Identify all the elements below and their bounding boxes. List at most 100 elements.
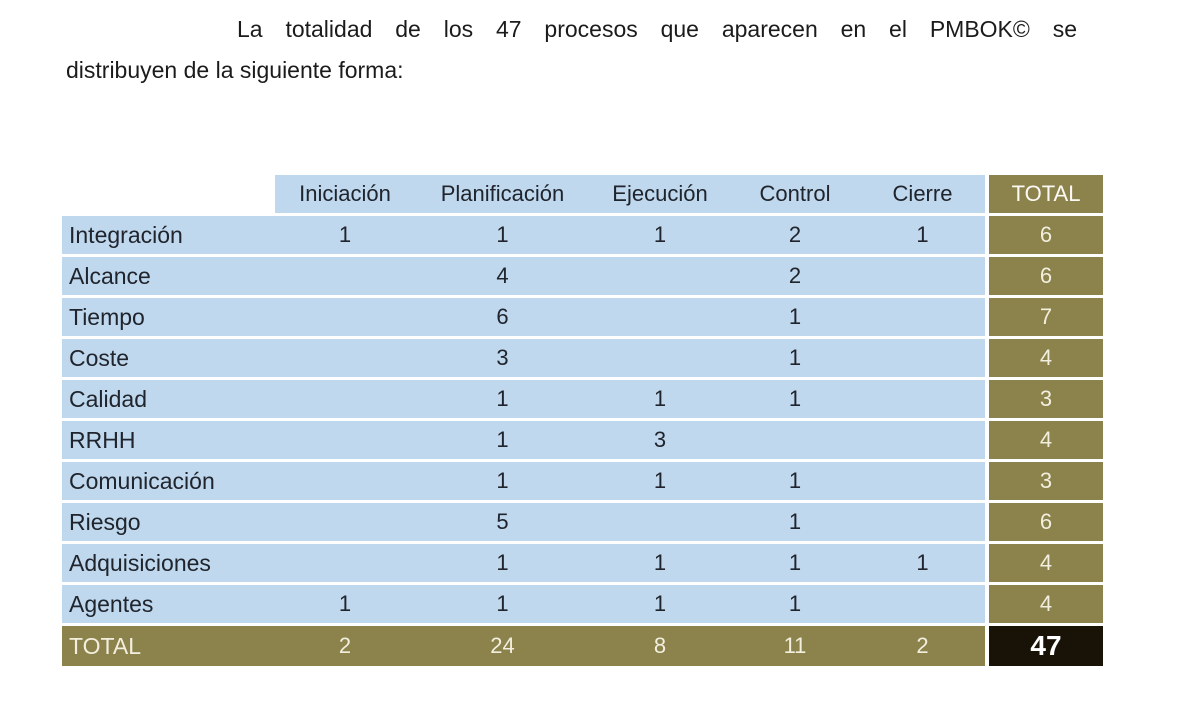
row-label: Adquisiciones <box>62 544 275 582</box>
value-cell <box>860 298 985 336</box>
value-cell: 1 <box>730 380 860 418</box>
row-band: Integración 1 1 1 2 1 <box>62 216 985 254</box>
table-row: Calidad 1 1 1 3 <box>62 380 1103 418</box>
table-row: Riesgo 5 1 6 <box>62 503 1103 541</box>
row-band: Comunicación 1 1 1 <box>62 462 985 500</box>
table-row: Alcance 4 2 6 <box>62 257 1103 295</box>
value-cell: 1 <box>730 585 860 623</box>
value-cell: 1 <box>415 585 590 623</box>
grand-total-cell: 47 <box>989 626 1103 666</box>
row-label: Integración <box>62 216 275 254</box>
value-cell <box>275 503 415 541</box>
intro-line-1: La totalidad de los 47 procesos que apar… <box>237 16 1077 42</box>
value-cell: 8 <box>590 626 730 666</box>
value-cell: 2 <box>730 216 860 254</box>
row-label: Comunicación <box>62 462 275 500</box>
value-cell <box>275 421 415 459</box>
value-cell: 4 <box>415 257 590 295</box>
value-cell <box>590 339 730 377</box>
row-total-cell: 4 <box>989 339 1103 377</box>
row-band: Iniciación Planificación Ejecución Control C… <box>62 175 985 213</box>
value-cell <box>275 257 415 295</box>
value-cell: 1 <box>415 421 590 459</box>
value-cell: 1 <box>860 216 985 254</box>
row-total-cell: 4 <box>989 544 1103 582</box>
row-band: Alcance 4 2 <box>62 257 985 295</box>
column-header: Iniciación <box>275 175 415 213</box>
value-cell: 1 <box>275 585 415 623</box>
table-header-row: Iniciación Planificación Ejecución Control C… <box>62 175 1103 213</box>
value-cell: 11 <box>730 626 860 666</box>
value-cell: 1 <box>415 544 590 582</box>
value-cell: 1 <box>590 216 730 254</box>
value-cell: 3 <box>590 421 730 459</box>
row-total-cell: 3 <box>989 462 1103 500</box>
row-band: TOTAL 2 24 8 11 2 <box>62 626 985 666</box>
value-cell <box>860 503 985 541</box>
value-cell: 1 <box>860 544 985 582</box>
value-cell: 1 <box>275 216 415 254</box>
total-row-label: TOTAL <box>62 626 275 666</box>
row-label: Alcance <box>62 257 275 295</box>
value-cell: 1 <box>730 339 860 377</box>
value-cell <box>860 380 985 418</box>
row-total-cell: 4 <box>989 421 1103 459</box>
header-corner-cell <box>62 175 275 213</box>
row-total-cell: 4 <box>989 585 1103 623</box>
row-band: Coste 3 1 <box>62 339 985 377</box>
row-label: Calidad <box>62 380 275 418</box>
table-row: Coste 3 1 4 <box>62 339 1103 377</box>
row-total-cell: 6 <box>989 216 1103 254</box>
value-cell: 1 <box>730 298 860 336</box>
column-header: Control <box>730 175 860 213</box>
value-cell <box>275 298 415 336</box>
table-row: RRHH 1 3 4 <box>62 421 1103 459</box>
row-label: Agentes <box>62 585 275 623</box>
row-band: Tiempo 6 1 <box>62 298 985 336</box>
row-band: Calidad 1 1 1 <box>62 380 985 418</box>
value-cell <box>860 421 985 459</box>
value-cell <box>275 339 415 377</box>
value-cell <box>275 462 415 500</box>
value-cell: 24 <box>415 626 590 666</box>
value-cell: 5 <box>415 503 590 541</box>
value-cell: 1 <box>730 503 860 541</box>
total-column-header: TOTAL <box>989 175 1103 213</box>
value-cell: 1 <box>415 380 590 418</box>
value-cell: 6 <box>415 298 590 336</box>
value-cell <box>860 585 985 623</box>
table-row: Comunicación 1 1 1 3 <box>62 462 1103 500</box>
intro-line-2: distribuyen de la siguiente forma: <box>66 57 404 83</box>
row-total-cell: 7 <box>989 298 1103 336</box>
row-label: Coste <box>62 339 275 377</box>
row-label: Tiempo <box>62 298 275 336</box>
value-cell: 1 <box>590 462 730 500</box>
value-cell <box>860 339 985 377</box>
value-cell <box>860 462 985 500</box>
column-header: Ejecución <box>590 175 730 213</box>
value-cell <box>275 544 415 582</box>
table-row: Adquisiciones 1 1 1 1 4 <box>62 544 1103 582</box>
value-cell <box>275 380 415 418</box>
column-header: Planificación <box>415 175 590 213</box>
pmbok-processes-table: Iniciación Planificación Ejecución Control C… <box>62 175 1103 666</box>
row-total-cell: 6 <box>989 257 1103 295</box>
value-cell: 1 <box>730 544 860 582</box>
table-total-row: TOTAL 2 24 8 11 2 47 <box>62 626 1103 666</box>
row-total-cell: 6 <box>989 503 1103 541</box>
value-cell <box>590 298 730 336</box>
value-cell: 1 <box>590 544 730 582</box>
table-row: Tiempo 6 1 7 <box>62 298 1103 336</box>
intro-paragraph: La totalidad de los 47 procesos que apar… <box>66 9 1077 91</box>
value-cell: 1 <box>590 380 730 418</box>
value-cell <box>730 421 860 459</box>
column-header: Cierre <box>860 175 985 213</box>
row-label: RRHH <box>62 421 275 459</box>
row-total-cell: 3 <box>989 380 1103 418</box>
row-band: Agentes 1 1 1 1 <box>62 585 985 623</box>
value-cell <box>590 257 730 295</box>
value-cell: 2 <box>275 626 415 666</box>
table-row: Integración 1 1 1 2 1 6 <box>62 216 1103 254</box>
row-band: Riesgo 5 1 <box>62 503 985 541</box>
value-cell: 1 <box>415 216 590 254</box>
